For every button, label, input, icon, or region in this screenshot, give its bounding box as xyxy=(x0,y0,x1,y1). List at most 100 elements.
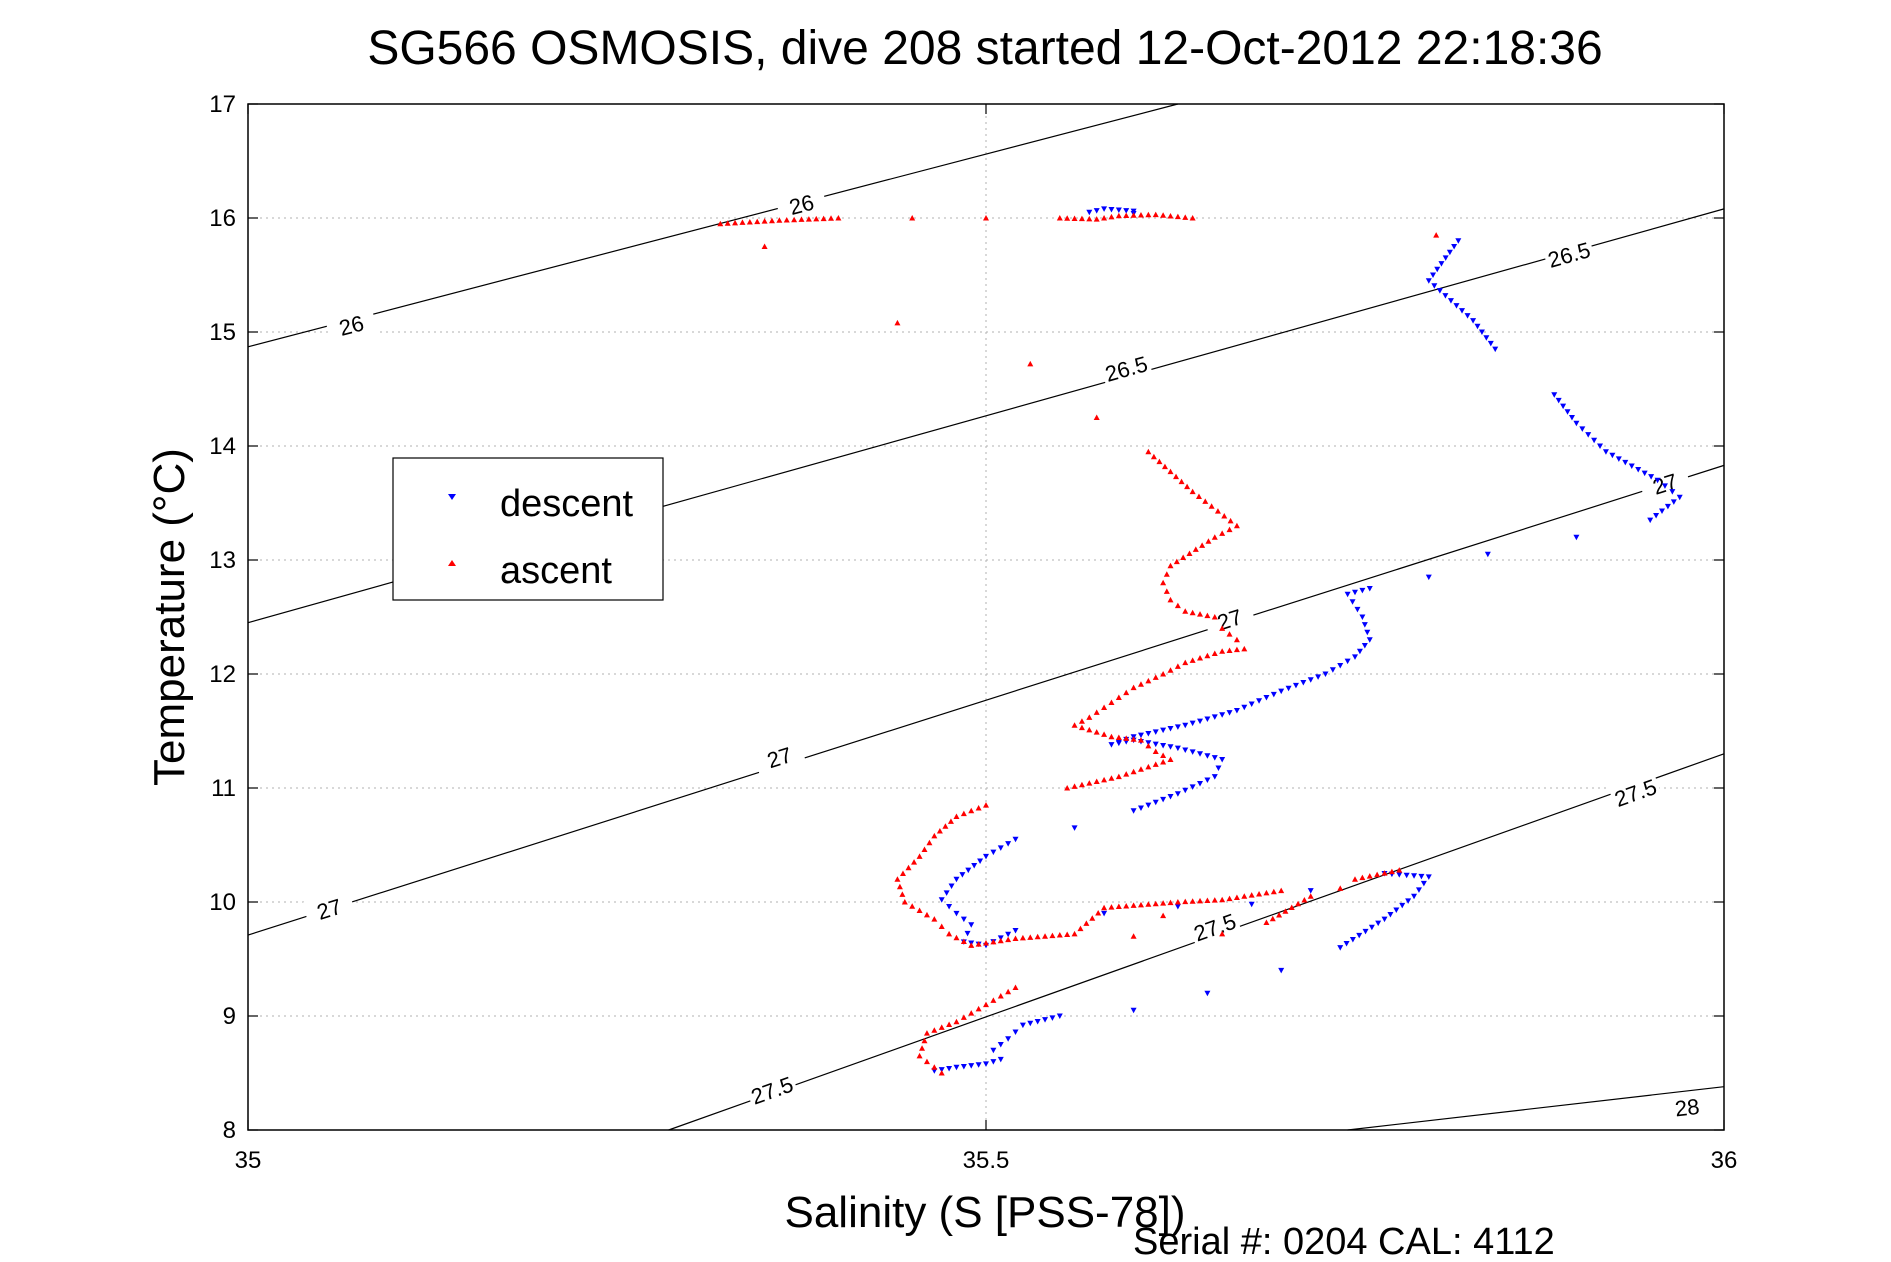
isopycnal-label-bg xyxy=(1099,348,1154,389)
ascent-trail-point xyxy=(942,823,949,829)
descent-trail-point xyxy=(1145,802,1152,809)
descent-point xyxy=(1211,774,1218,780)
ascent-trail-point xyxy=(1197,611,1204,617)
ascent-trail-point xyxy=(1115,903,1122,910)
ascent-trail-point xyxy=(1197,897,1204,904)
descent-trail-point xyxy=(1622,459,1629,466)
ascent-point xyxy=(916,853,923,859)
descent-trail-point xyxy=(1474,323,1481,330)
ascent-trail-point xyxy=(1130,768,1137,775)
ascent-trail-point xyxy=(1123,735,1130,741)
descent-trail-point xyxy=(1189,784,1196,790)
isopycnal-label-bg xyxy=(744,1068,800,1112)
ascent-trail-point xyxy=(828,215,835,221)
descent-point xyxy=(1425,278,1432,284)
descent-trail-point xyxy=(1042,1017,1049,1023)
ascent-trail-point xyxy=(1123,212,1130,218)
y-tick-label: 9 xyxy=(223,1003,236,1030)
descent-trail-point xyxy=(1661,483,1668,489)
ascent-point xyxy=(968,942,975,948)
x-tick-label: 36 xyxy=(1711,1147,1738,1174)
ascent-trail-point xyxy=(931,1064,938,1070)
descent-point xyxy=(1381,916,1388,923)
descent-trail-point xyxy=(1459,308,1466,314)
descent-point xyxy=(983,1061,989,1067)
descent-trail-point xyxy=(1152,799,1159,806)
descent-point xyxy=(1012,836,1019,843)
descent-trail-point xyxy=(1453,303,1460,309)
descent-trail-point xyxy=(1204,716,1211,722)
ascent-trail-point xyxy=(1189,609,1196,616)
ascent-trail-point xyxy=(1123,771,1130,777)
ascent-trail-point xyxy=(946,1021,953,1028)
descent-trail-point xyxy=(1174,724,1181,730)
ascent-trail-point xyxy=(724,220,731,226)
ascent-trail-point xyxy=(1167,899,1174,906)
ascent-trail-point xyxy=(768,217,775,224)
ascent-trail-point xyxy=(1108,904,1115,910)
descent-point xyxy=(1005,1036,1012,1042)
descent-trail-point xyxy=(1300,680,1307,686)
ascent-point xyxy=(1086,714,1093,720)
ascent-trail-point xyxy=(1205,538,1212,544)
descent-trail-point xyxy=(1211,714,1218,720)
descent-trail-point xyxy=(1364,629,1371,636)
descent-trail-point xyxy=(1137,732,1144,739)
descent-point xyxy=(1012,928,1019,934)
ascent-point xyxy=(1307,893,1314,899)
ascent-point xyxy=(1093,216,1100,222)
ascent-point xyxy=(953,1018,960,1025)
isopycnal-label: 28 xyxy=(1674,1094,1701,1122)
descent-point xyxy=(1337,945,1344,951)
descent-trail-point xyxy=(1182,787,1189,794)
descent-point xyxy=(1101,910,1108,917)
ascent-trail-point xyxy=(909,903,916,909)
descent-point xyxy=(1470,318,1477,324)
ascent-point xyxy=(1152,748,1159,755)
ascent-point xyxy=(1071,930,1078,937)
ascent-trail-point xyxy=(947,818,954,824)
ascent-trail-point xyxy=(1163,588,1170,594)
ascent-trail-point xyxy=(1093,729,1100,735)
descent-point xyxy=(1425,874,1432,880)
ascent-point xyxy=(1108,699,1115,705)
ascent-trail-point xyxy=(896,883,903,890)
descent-trail-point xyxy=(1354,606,1361,613)
descent-trail-point xyxy=(1641,470,1648,477)
ascent-trail-point xyxy=(968,1010,975,1016)
y-tick-label: 11 xyxy=(211,775,236,802)
descent-trail-point xyxy=(1361,622,1368,628)
ascent-trail-point xyxy=(1269,915,1276,922)
descent-point xyxy=(1647,517,1654,524)
descent-point xyxy=(968,922,975,928)
ascent-point xyxy=(1182,608,1189,614)
descent-trail-point xyxy=(1343,941,1350,947)
ascent-trail-point xyxy=(1388,868,1395,875)
ascent-point xyxy=(1337,885,1344,891)
descent-trail-point xyxy=(960,916,967,923)
ascent-trail-point xyxy=(1137,766,1144,772)
ascent-point xyxy=(1189,488,1196,495)
ascent-trail-point xyxy=(1214,508,1221,514)
descent-trail-point xyxy=(1005,841,1012,847)
descent-trail-point xyxy=(990,849,997,856)
descent-trail-point xyxy=(1226,710,1233,716)
ascent-trail-point xyxy=(1161,463,1168,470)
ascent-trail-point xyxy=(1167,212,1174,219)
ascent-trail-point xyxy=(1123,689,1130,696)
ascent-trail-point xyxy=(1042,933,1049,939)
descent-trail-point xyxy=(1034,1018,1041,1025)
descent-trail-point xyxy=(1438,261,1445,267)
ascent-trail-point xyxy=(1078,718,1085,724)
ascent-trail-point xyxy=(1101,731,1108,737)
ascent-trail-point xyxy=(1145,901,1152,907)
ascent-trail-point xyxy=(1204,612,1211,619)
descent-point xyxy=(1551,392,1558,398)
ascent-trail-point xyxy=(1182,214,1189,220)
ascent-trail-point xyxy=(1005,988,1012,995)
descent-point xyxy=(1425,574,1432,581)
ascent-point xyxy=(1064,785,1071,791)
ascent-trail-point xyxy=(1167,667,1174,673)
isopycnal-label-bg xyxy=(1608,771,1663,814)
ascent-trail-point xyxy=(1186,550,1193,556)
